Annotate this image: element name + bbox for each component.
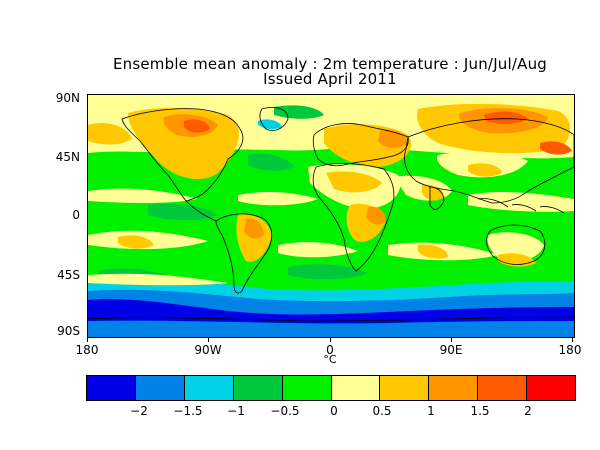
warm-region-north-pacific: [88, 122, 132, 145]
central-america-coastline: [185, 200, 217, 222]
cold-strip-antarctic: [88, 320, 574, 337]
colorbar-swatch: [87, 376, 136, 400]
south-america-coastline: [215, 213, 273, 294]
colorbar-swatch: [282, 376, 332, 400]
warm-band-north-pacific-tropics: [88, 188, 198, 203]
very-hot-hudson-bay: [184, 119, 210, 133]
india-coastline: [429, 186, 445, 210]
asia-coastline: [404, 118, 574, 204]
warm-patch-south-pacific: [118, 235, 154, 249]
lon-label-90e: 90E: [439, 343, 463, 357]
lon-label-180-west: 180: [75, 343, 99, 357]
temperature-anomaly-map: [87, 94, 575, 338]
warm-region-australia: [487, 232, 544, 262]
colorbar-label: 0.5: [372, 404, 392, 418]
colorbar-swatch: [233, 376, 283, 400]
lat-label-45n: 45N: [55, 150, 80, 164]
north-america-coastline: [121, 108, 244, 202]
x-tick-180e: [572, 337, 573, 342]
lat-label-90n: 90N: [55, 91, 80, 105]
very-hot-north-siberia: [484, 111, 528, 124]
colorbar-label: −0.5: [270, 404, 300, 418]
colorbar-swatch: [380, 376, 430, 400]
map-subtitle: Issued April 2011: [263, 70, 397, 88]
colorbar-swatch: [184, 376, 234, 400]
lon-label-0: 0: [326, 343, 334, 357]
x-tick-90e: [451, 337, 452, 342]
hot-region-east-africa: [366, 206, 386, 225]
cool-patch-south-atlantic: [288, 264, 368, 280]
cool-patch-east-pacific: [148, 203, 218, 221]
colorbar-swatch: [135, 376, 185, 400]
australia-coastline: [486, 224, 546, 265]
warm-streak-southern-ocean: [88, 273, 228, 286]
colorbar-swatch: [478, 376, 528, 400]
lat-label-90s: 90S: [57, 324, 80, 338]
warm-band-atlantic-tropics: [238, 192, 318, 206]
coastlines: [88, 107, 574, 322]
x-tick-0: [330, 337, 331, 342]
very-hot-far-east: [540, 141, 572, 155]
lon-label-90w: 90W: [194, 343, 222, 357]
cool-patch-north-atlantic: [248, 153, 294, 171]
colorbar-label: 1: [427, 404, 435, 418]
x-tick-180w: [87, 337, 88, 342]
colorbar-label: −1: [227, 404, 245, 418]
colorbar: [86, 375, 576, 401]
colorbar-label: 2: [524, 404, 532, 418]
cool-patch-arctic-ocean: [274, 105, 324, 119]
warm-patch-indian-ocean: [418, 244, 448, 259]
lon-label-180-east: 180: [558, 343, 582, 357]
lat-label-0: 0: [72, 208, 80, 222]
lat-label-45s: 45S: [57, 268, 80, 282]
colorbar-label: −2: [130, 404, 148, 418]
hot-region-amazon: [244, 218, 264, 239]
x-tick-90w: [208, 337, 209, 342]
antarctica-coastline: [88, 316, 574, 322]
colorbar-swatch: [331, 376, 381, 400]
warm-region-sahara: [326, 171, 382, 193]
southeast-asia-islands: [477, 198, 565, 214]
warm-patch-tibet: [468, 163, 502, 177]
colorbar-label: 0: [330, 404, 338, 418]
map-canvas: [88, 95, 574, 337]
warm-band-south-atlantic: [278, 242, 358, 258]
colorbar-swatch: [429, 376, 479, 400]
greenland-coastline: [259, 107, 289, 131]
colorbar-label: −1.5: [173, 404, 203, 418]
colorbar-swatch: [527, 376, 576, 400]
unit-label: °C: [323, 353, 337, 366]
map-title: Ensemble mean anomaly : 2m temperature :…: [112, 55, 548, 73]
colorbar-label: 1.5: [470, 404, 490, 418]
africa-coastline: [312, 162, 395, 272]
europe-coastline: [312, 123, 409, 167]
